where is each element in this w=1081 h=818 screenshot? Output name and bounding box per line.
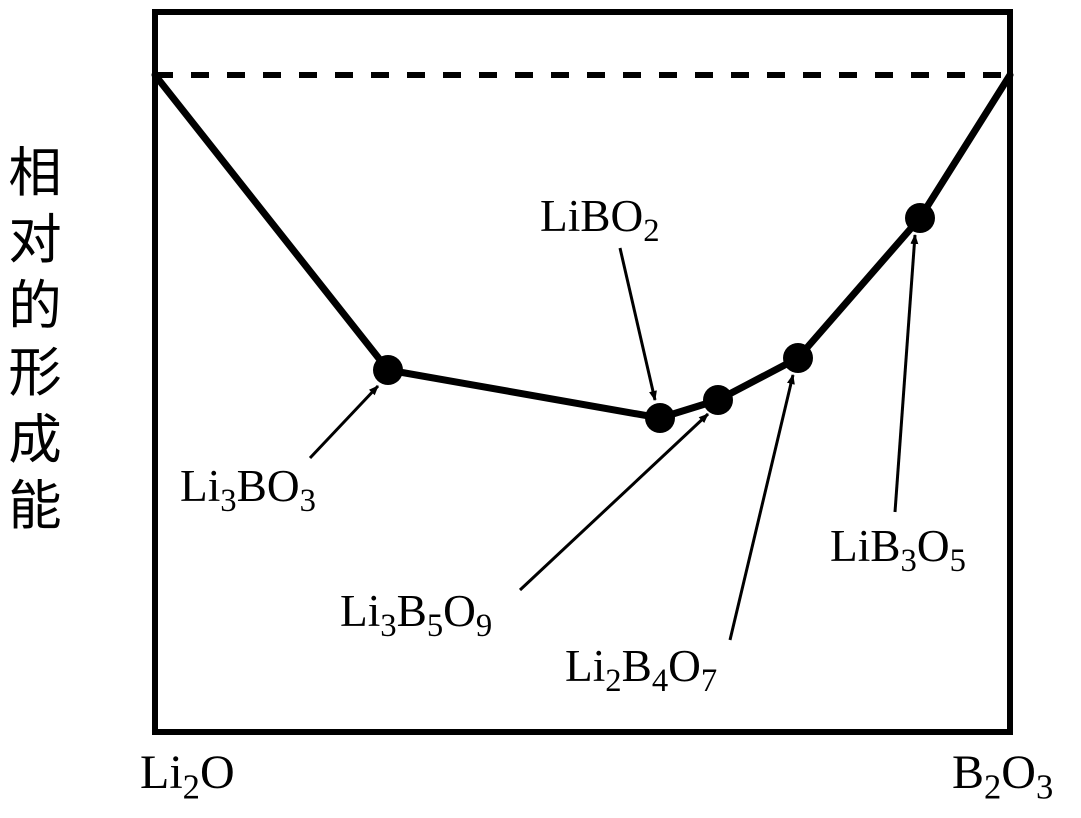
y-axis-label: 相对的形成能	[5, 140, 65, 540]
figure-root: { "type": "convex-hull-diagram", "backgr…	[0, 0, 1081, 818]
label-Li2B4O7: Li2B4O7	[565, 640, 717, 700]
x-axis-right-label: B2O3	[952, 745, 1053, 808]
label-Li3BO3: Li3BO3	[180, 460, 316, 520]
label-Li3B5O9: Li3B5O9	[340, 585, 492, 645]
label-LiBO2: LiBO2	[540, 190, 660, 250]
x-axis-left-label: Li2O	[140, 745, 235, 808]
label-LiB3O5: LiB3O5	[830, 520, 966, 580]
plot-svg	[0, 0, 1081, 818]
